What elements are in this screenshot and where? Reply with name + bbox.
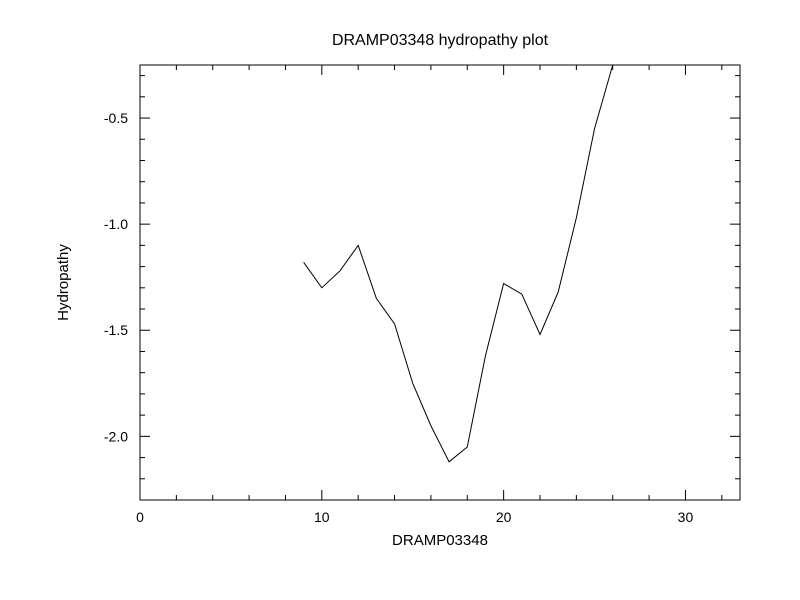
hydropathy-chart: 0 10 20 30 -2.0 -1.5 -1.0 -0.5 DRAMP03348 hydrop…: [0, 0, 800, 600]
chart-title: DRAMP03348 hydropathy plot: [332, 32, 549, 49]
y-tick-label: -1.0: [104, 216, 128, 232]
x-tick-label: 0: [136, 509, 144, 525]
y-tick-label: -2.0: [104, 428, 128, 444]
x-tick-label: 30: [678, 509, 694, 525]
hydropathy-line: [304, 65, 613, 462]
y-tick-label: -0.5: [104, 110, 128, 126]
y-axis-label: Hydropathy: [55, 244, 72, 321]
x-tick-label: 10: [314, 509, 330, 525]
x-axis-label: DRAMP03348: [392, 532, 488, 549]
y-tick-label: -1.5: [104, 322, 128, 338]
x-tick-label: 20: [496, 509, 512, 525]
plot-border: [140, 65, 740, 500]
